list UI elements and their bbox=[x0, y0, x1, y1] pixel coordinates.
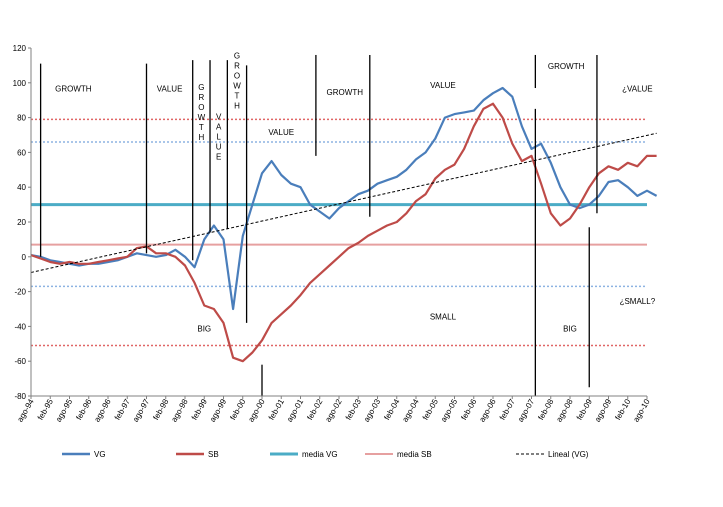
annotation-label: VALUE bbox=[268, 128, 294, 137]
legend-label: SB bbox=[208, 450, 219, 459]
annotation-label: BIG bbox=[563, 325, 577, 334]
x-tick-label: feb-08 bbox=[536, 397, 555, 422]
y-tick-label: 0 bbox=[22, 253, 27, 262]
x-tick-label: feb-04 bbox=[382, 397, 401, 422]
vertical-markers bbox=[39, 54, 598, 396]
axes bbox=[30, 48, 647, 397]
trendline bbox=[30, 132, 657, 273]
x-tick-label: feb-00 bbox=[228, 397, 247, 422]
reference-lines bbox=[31, 203, 647, 246]
annotations: GROWTH VALUE G R O W T H V A L U E G R O W T H VALUE GROWTH V… bbox=[55, 51, 656, 333]
legend-label: media SB bbox=[397, 450, 432, 459]
y-tick-label: 100 bbox=[13, 79, 27, 88]
annotation-label: GROWTH bbox=[548, 62, 585, 71]
x-tick-label: ago-09 bbox=[593, 397, 614, 424]
x-tick-label: ago-02 bbox=[323, 397, 344, 424]
series-lines bbox=[30, 86, 658, 363]
y-tick-label: -40 bbox=[14, 322, 26, 331]
x-tick-label: ago-94 bbox=[15, 397, 36, 424]
x-tick-label: ago-95 bbox=[54, 397, 75, 424]
legend-label: VG bbox=[94, 450, 106, 459]
y-tick-label: 40 bbox=[17, 183, 26, 192]
x-tick-label: feb-05 bbox=[421, 397, 440, 422]
x-tick-label: feb-96 bbox=[74, 397, 93, 422]
annotation-label: VALUE bbox=[430, 81, 456, 90]
annotation-label: BIG bbox=[197, 325, 211, 334]
annotation-label: ¿SMALL? bbox=[620, 297, 656, 306]
annotation-label: GROWTH bbox=[327, 88, 364, 97]
band-lines bbox=[31, 118, 647, 347]
annotation-label: VALUE bbox=[157, 85, 183, 94]
legend-label: Lineal (VG) bbox=[548, 450, 589, 459]
y-tick-label: -60 bbox=[14, 357, 26, 366]
x-tick-label: ago-10 bbox=[631, 397, 652, 424]
x-tick-label: feb-95 bbox=[36, 397, 55, 422]
y-tick-label: 20 bbox=[17, 218, 26, 227]
trendline-lineal-vg bbox=[30, 132, 657, 273]
x-tick-label: ago-97 bbox=[131, 397, 152, 424]
x-tick-label: feb-07 bbox=[498, 397, 517, 422]
y-tick-label: 80 bbox=[17, 114, 26, 123]
annotation-label: SMALL bbox=[430, 312, 457, 321]
x-tick-label: feb-97 bbox=[113, 397, 132, 422]
x-tick-label: ago-03 bbox=[362, 397, 383, 424]
x-tick-label: feb-99 bbox=[190, 397, 209, 422]
x-tick-label: feb-03 bbox=[344, 397, 363, 422]
annotation-label: GROWTH bbox=[55, 85, 92, 94]
legend: VG SB media VG media SB Lineal (VG) bbox=[62, 450, 589, 459]
x-tick-label: ago-06 bbox=[477, 397, 498, 424]
x-tick-label: ago-96 bbox=[92, 397, 113, 424]
x-tick-label: feb-06 bbox=[459, 397, 478, 422]
x-tick-label: ago-98 bbox=[169, 397, 190, 424]
y-tick-label: 60 bbox=[17, 148, 26, 157]
x-tick-label: feb-98 bbox=[151, 397, 170, 422]
x-tick-label: ago-07 bbox=[516, 397, 537, 424]
annotation-label: ¿VALUE bbox=[622, 85, 653, 94]
x-tick-label: feb-02 bbox=[305, 397, 324, 422]
x-tick-label: feb-01 bbox=[267, 397, 286, 422]
series-line-vg bbox=[30, 86, 658, 311]
x-tick-label: ago-99 bbox=[208, 397, 229, 424]
x-tick-label: feb-10 bbox=[613, 397, 632, 422]
y-tick-label: 120 bbox=[13, 44, 27, 53]
y-tick-label: -80 bbox=[14, 392, 26, 401]
x-tick-label: ago-04 bbox=[400, 397, 421, 424]
x-tick-label: ago-05 bbox=[439, 397, 460, 424]
x-tick-label: ago-08 bbox=[554, 397, 575, 424]
legend-label: media VG bbox=[302, 450, 338, 459]
y-tick-labels: -80 -60 -40 -20 0 20 40 60 80 100 120 bbox=[13, 44, 31, 401]
x-tick-label: ago-01 bbox=[285, 397, 306, 424]
x-tick-label: feb-09 bbox=[575, 397, 594, 422]
y-tick-label: -20 bbox=[14, 288, 26, 297]
x-tick-label: ago-00 bbox=[246, 397, 267, 424]
